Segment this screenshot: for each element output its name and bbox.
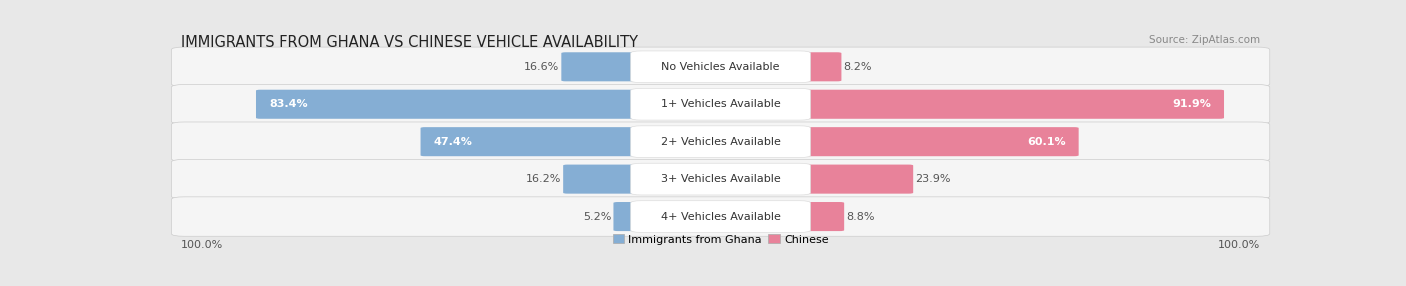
FancyBboxPatch shape: [172, 47, 1270, 86]
FancyBboxPatch shape: [796, 127, 1078, 156]
Text: 16.2%: 16.2%: [526, 174, 561, 184]
Text: 8.8%: 8.8%: [846, 212, 875, 222]
FancyBboxPatch shape: [796, 52, 841, 81]
FancyBboxPatch shape: [256, 90, 645, 119]
FancyBboxPatch shape: [172, 85, 1270, 124]
FancyBboxPatch shape: [796, 202, 844, 231]
FancyBboxPatch shape: [631, 201, 810, 233]
Text: Source: ZipAtlas.com: Source: ZipAtlas.com: [1149, 35, 1260, 45]
Text: 1+ Vehicles Available: 1+ Vehicles Available: [661, 99, 780, 109]
Text: 100.0%: 100.0%: [1218, 240, 1260, 250]
FancyBboxPatch shape: [561, 52, 645, 81]
Text: 8.2%: 8.2%: [844, 62, 872, 72]
Text: 16.6%: 16.6%: [524, 62, 560, 72]
Text: 47.4%: 47.4%: [433, 137, 472, 147]
Text: 23.9%: 23.9%: [915, 174, 950, 184]
FancyBboxPatch shape: [796, 90, 1225, 119]
FancyBboxPatch shape: [613, 202, 645, 231]
Text: 5.2%: 5.2%: [583, 212, 612, 222]
Text: 100.0%: 100.0%: [181, 240, 224, 250]
Text: 4+ Vehicles Available: 4+ Vehicles Available: [661, 212, 780, 222]
Text: 60.1%: 60.1%: [1026, 137, 1066, 147]
Text: 2+ Vehicles Available: 2+ Vehicles Available: [661, 137, 780, 147]
FancyBboxPatch shape: [172, 159, 1270, 199]
Text: 3+ Vehicles Available: 3+ Vehicles Available: [661, 174, 780, 184]
FancyBboxPatch shape: [631, 163, 810, 195]
Text: No Vehicles Available: No Vehicles Available: [661, 62, 780, 72]
Text: 83.4%: 83.4%: [269, 99, 308, 109]
Text: IMMIGRANTS FROM GHANA VS CHINESE VEHICLE AVAILABILITY: IMMIGRANTS FROM GHANA VS CHINESE VEHICLE…: [181, 35, 638, 50]
FancyBboxPatch shape: [172, 122, 1270, 161]
FancyBboxPatch shape: [631, 126, 810, 158]
FancyBboxPatch shape: [631, 88, 810, 120]
FancyBboxPatch shape: [420, 127, 645, 156]
FancyBboxPatch shape: [631, 51, 810, 83]
FancyBboxPatch shape: [172, 197, 1270, 236]
FancyBboxPatch shape: [796, 164, 912, 194]
Text: 91.9%: 91.9%: [1173, 99, 1211, 109]
Legend: Immigrants from Ghana, Chinese: Immigrants from Ghana, Chinese: [609, 230, 832, 249]
FancyBboxPatch shape: [564, 164, 645, 194]
